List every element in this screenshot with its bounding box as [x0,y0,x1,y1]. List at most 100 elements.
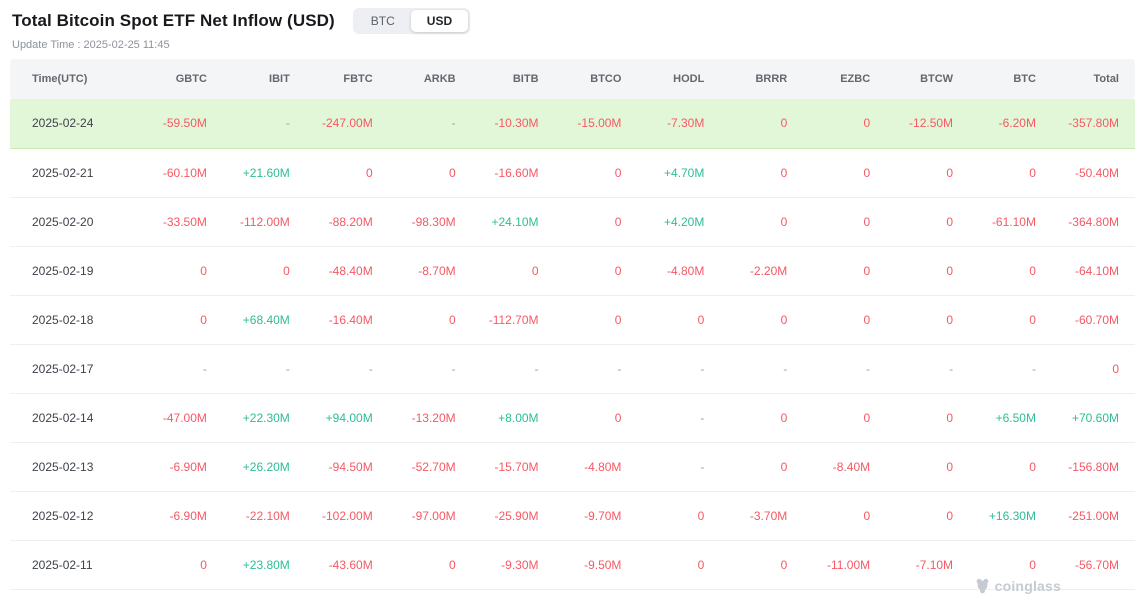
table-row: 2025-02-14 -47.00M +22.30M +94.00M -13.20M +8… [10,393,1135,443]
cell-value: -64.10M [1051,246,1135,296]
cell-value: 0 [637,491,721,541]
cell-value: 0 [140,540,223,590]
cell-value: 0 [969,148,1052,198]
cell-value: -9.30M [471,540,555,590]
table-row: 2025-02-11 0 +23.80M -43.60M 0 -9.30M -9.50M 0 0… [10,540,1135,590]
cell-value: 0 [720,295,804,345]
cell-value: -61.10M [969,197,1052,247]
cell-value: 0 [803,491,887,541]
cell-value: -4.80M [554,442,638,492]
cell-value: - [554,344,638,394]
row-date: 2025-02-13 [10,442,140,492]
cell-value: - [720,344,804,394]
cell-value: -59.50M [140,99,223,149]
cell-value: +8.00M [471,393,555,443]
cell-value: -50.40M [1051,148,1135,198]
cell-value: +24.10M [471,197,555,247]
update-time: Update Time : 2025-02-25 11:45 [12,39,170,51]
row-date: 2025-02-21 [10,148,140,198]
cell-value: -6.90M [140,491,223,541]
etf-inflow-table: Time(UTC) GBTC IBIT FBTC ARKB BITB BTCO HODL BRR… [10,59,1135,590]
cell-value: +70.60M [1051,393,1135,443]
cell-value: +4.20M [637,197,721,247]
cell-value: -7.30M [637,99,721,149]
table-row: 2025-02-19 0 0 -48.40M -8.70M 0 0 -4.80M -2.20M 0… [10,246,1135,296]
column-header-btcw: BTCW [886,59,970,99]
table-row: 2025-02-20 -33.50M -112.00M -88.20M -98.30M +… [10,197,1135,247]
cell-value: 0 [886,491,970,541]
coinglass-logo-icon [975,578,990,594]
cell-value: -247.00M [305,99,389,149]
cell-value: -11.00M [803,540,887,590]
cell-value: 0 [886,442,970,492]
row-date: 2025-02-14 [10,393,140,443]
btc-toggle-button[interactable]: BTC [355,10,411,32]
table-row: 2025-02-24 -59.50M - -247.00M - -10.30M -15.00… [10,99,1135,149]
cell-value: 0 [554,295,638,345]
cell-value: -48.40M [305,246,389,296]
cell-value: - [140,344,223,394]
table-header-row: Time(UTC) GBTC IBIT FBTC ARKB BITB BTCO HODL BRR… [10,59,1135,99]
currency-toggle: BTC USD [352,8,471,34]
row-date: 2025-02-11 [10,540,140,590]
column-header-bitb: BITB [471,59,555,99]
table-body: 2025-02-24 -59.50M - -247.00M - -10.30M -15.00… [10,99,1135,590]
column-header-btco: BTCO [554,59,638,99]
cell-value: - [471,344,555,394]
cell-value: - [886,344,970,394]
cell-value: 0 [554,148,638,198]
cell-value: - [222,344,306,394]
table-row: 2025-02-12 -6.90M -22.10M -102.00M -97.00M -2… [10,491,1135,541]
cell-value: - [222,99,306,149]
cell-value: -251.00M [1051,491,1135,541]
cell-value: 0 [886,197,970,247]
cell-value: 0 [720,197,804,247]
cell-value: 0 [969,295,1052,345]
cell-value: -15.70M [471,442,555,492]
cell-value: -7.10M [886,540,970,590]
row-date: 2025-02-17 [10,344,140,394]
page-title: Total Bitcoin Spot ETF Net Inflow (USD) [12,11,335,30]
column-header-arkb: ARKB [388,59,472,99]
cell-value: -3.70M [720,491,804,541]
cell-value: 0 [803,197,887,247]
cell-value: 0 [969,246,1052,296]
cell-value: -112.00M [222,197,306,247]
cell-value: - [305,344,389,394]
cell-value: 0 [222,246,306,296]
cell-value: -9.70M [554,491,638,541]
row-date: 2025-02-24 [10,99,140,149]
cell-value: -12.50M [886,99,970,149]
cell-value: 0 [886,148,970,198]
usd-toggle-button[interactable]: USD [410,10,469,32]
column-header-timeutc: Time(UTC) [10,59,140,99]
cell-value: 0 [388,148,472,198]
column-header-fbtc: FBTC [305,59,389,99]
table-row: 2025-02-18 0 +68.40M -16.40M 0 -112.70M 0 0 0 0 0 0… [10,295,1135,345]
cell-value: 0 [554,393,638,443]
cell-value: -22.10M [222,491,306,541]
column-header-ezbc: EZBC [803,59,887,99]
cell-value: -16.60M [471,148,555,198]
cell-value: - [637,344,721,394]
cell-value: -52.70M [388,442,472,492]
cell-value: - [388,99,472,149]
cell-value: 0 [140,246,223,296]
cell-value: -8.40M [803,442,887,492]
cell-value: - [388,344,472,394]
column-header-gbtc: GBTC [140,59,223,99]
cell-value: -10.30M [471,99,555,149]
cell-value: -112.70M [471,295,555,345]
cell-value: 0 [969,442,1052,492]
cell-value: -357.80M [1051,99,1135,149]
cell-value: 0 [140,295,223,345]
cell-value: 0 [803,393,887,443]
cell-value: +4.70M [637,148,721,198]
cell-value: -8.70M [388,246,472,296]
cell-value: -364.80M [1051,197,1135,247]
cell-value: 0 [637,540,721,590]
table-row: 2025-02-13 -6.90M +26.20M -94.50M -52.70M -15… [10,442,1135,492]
cell-value: -6.20M [969,99,1052,149]
cell-value: 0 [305,148,389,198]
